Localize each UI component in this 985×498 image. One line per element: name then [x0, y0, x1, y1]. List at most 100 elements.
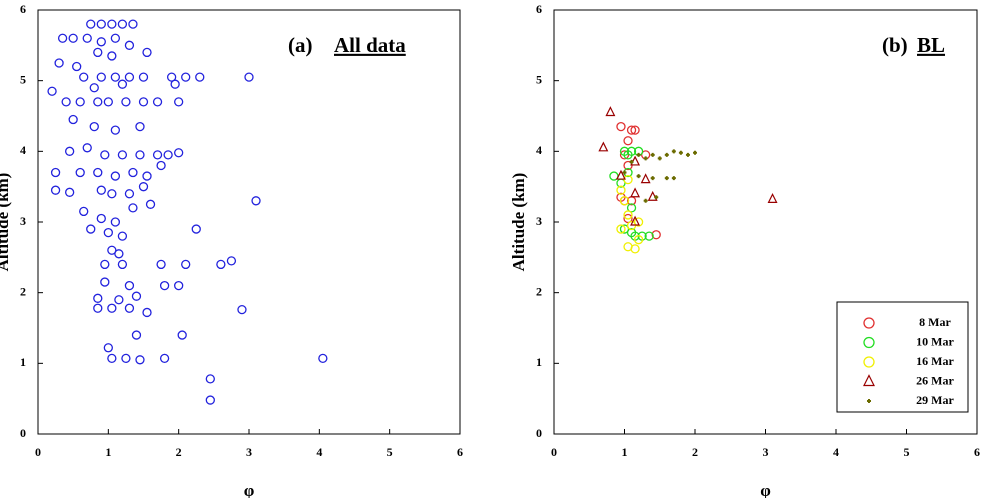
x-tick-label: 4	[833, 445, 839, 459]
marker-circle	[103, 97, 113, 107]
marker-circle	[79, 206, 89, 217]
marker-circle	[75, 167, 85, 178]
marker-circle	[96, 185, 106, 195]
marker-circle	[616, 185, 626, 195]
marker-circle	[170, 79, 180, 89]
marker-circle	[117, 150, 128, 160]
marker-circle	[626, 227, 637, 238]
marker-circle	[181, 259, 191, 270]
marker-circle	[107, 353, 117, 364]
marker-circle	[93, 303, 103, 313]
marker-circle	[138, 72, 149, 82]
marker-circle	[57, 33, 68, 43]
marker-circle	[47, 86, 57, 96]
marker-circle	[100, 277, 110, 287]
marker-circle	[86, 19, 96, 29]
marker-circle	[50, 167, 61, 178]
y-tick-label: 2	[536, 284, 542, 298]
marker-circle	[93, 167, 103, 178]
marker-plus	[678, 150, 683, 155]
marker-circle	[142, 171, 152, 181]
marker-circle	[107, 19, 117, 29]
marker-plus	[636, 174, 641, 179]
marker-circle	[318, 353, 328, 364]
marker-circle	[633, 235, 644, 245]
marker-circle	[156, 160, 166, 171]
marker-triangle	[767, 193, 778, 203]
x-tick-label: 3	[763, 445, 769, 459]
marker-circle	[110, 72, 121, 82]
marker-plus	[622, 170, 627, 175]
y-tick-label: 6	[536, 2, 542, 16]
marker-circle	[93, 97, 103, 107]
marker-circle	[117, 231, 128, 241]
marker-circle	[117, 79, 128, 89]
marker-circle	[135, 355, 145, 365]
marker-circle	[633, 217, 644, 227]
marker-circle	[138, 97, 149, 107]
marker-triangle	[640, 173, 651, 184]
marker-circle	[103, 343, 113, 353]
y-tick-label: 1	[536, 355, 542, 369]
marker-circle	[216, 259, 226, 270]
marker-circle	[110, 217, 121, 227]
x-tick-label: 2	[692, 445, 698, 459]
marker-circle	[96, 37, 106, 47]
marker-circle	[863, 336, 875, 349]
marker-plus	[671, 176, 676, 181]
marker-plus	[671, 149, 676, 154]
marker-triangle	[630, 155, 641, 166]
x-tick-label: 0	[35, 445, 41, 459]
marker-circle	[630, 125, 640, 135]
marker-circle	[89, 121, 99, 132]
marker-circle	[623, 213, 633, 224]
panel-title: BL	[917, 33, 945, 57]
marker-circle	[174, 280, 184, 291]
marker-triangle	[630, 187, 641, 198]
y-tick-label: 1	[20, 355, 26, 369]
marker-plus	[629, 159, 634, 164]
x-tick-label: 6	[974, 445, 980, 459]
marker-circle	[103, 227, 113, 238]
x-axis-label: φ	[244, 481, 255, 498]
y-tick-label: 6	[20, 2, 26, 16]
marker-triangle	[630, 215, 641, 226]
marker-circle	[619, 150, 630, 160]
legend-label: 29 Mar	[916, 393, 954, 407]
marker-circle	[100, 259, 110, 270]
y-axis-label: Altitude (km)	[0, 173, 12, 272]
marker-circle	[107, 189, 117, 199]
legend-label: 10 Mar	[916, 334, 954, 348]
marker-circle	[142, 307, 152, 318]
x-tick-label: 1	[622, 445, 628, 459]
marker-circle	[138, 182, 149, 192]
marker-circle	[163, 150, 173, 160]
y-tick-label: 2	[20, 284, 26, 298]
marker-circle	[174, 148, 184, 158]
marker-circle	[124, 189, 135, 199]
marker-circle	[159, 353, 170, 364]
legend-box	[836, 301, 969, 413]
y-tick-label: 4	[536, 143, 542, 157]
marker-circle	[181, 72, 191, 82]
marker-circle	[177, 330, 187, 340]
marker-plus	[643, 198, 648, 203]
marker-circle	[65, 187, 75, 197]
marker-circle	[616, 224, 626, 234]
marker-circle	[644, 231, 654, 241]
marker-plus	[685, 152, 690, 157]
marker-circle	[145, 199, 156, 209]
x-tick-label: 4	[316, 445, 322, 459]
marker-circle	[82, 33, 92, 43]
marker-circle	[651, 230, 661, 240]
marker-circle	[131, 291, 142, 301]
marker-circle	[110, 171, 121, 181]
panel-label: (b)	[882, 33, 908, 57]
marker-circle	[124, 72, 135, 82]
marker-circle	[61, 97, 71, 107]
marker-circle	[107, 245, 117, 255]
x-tick-label: 0	[551, 445, 557, 459]
marker-circle	[96, 19, 106, 29]
marker-circle	[65, 146, 75, 156]
marker-circle	[626, 125, 637, 135]
